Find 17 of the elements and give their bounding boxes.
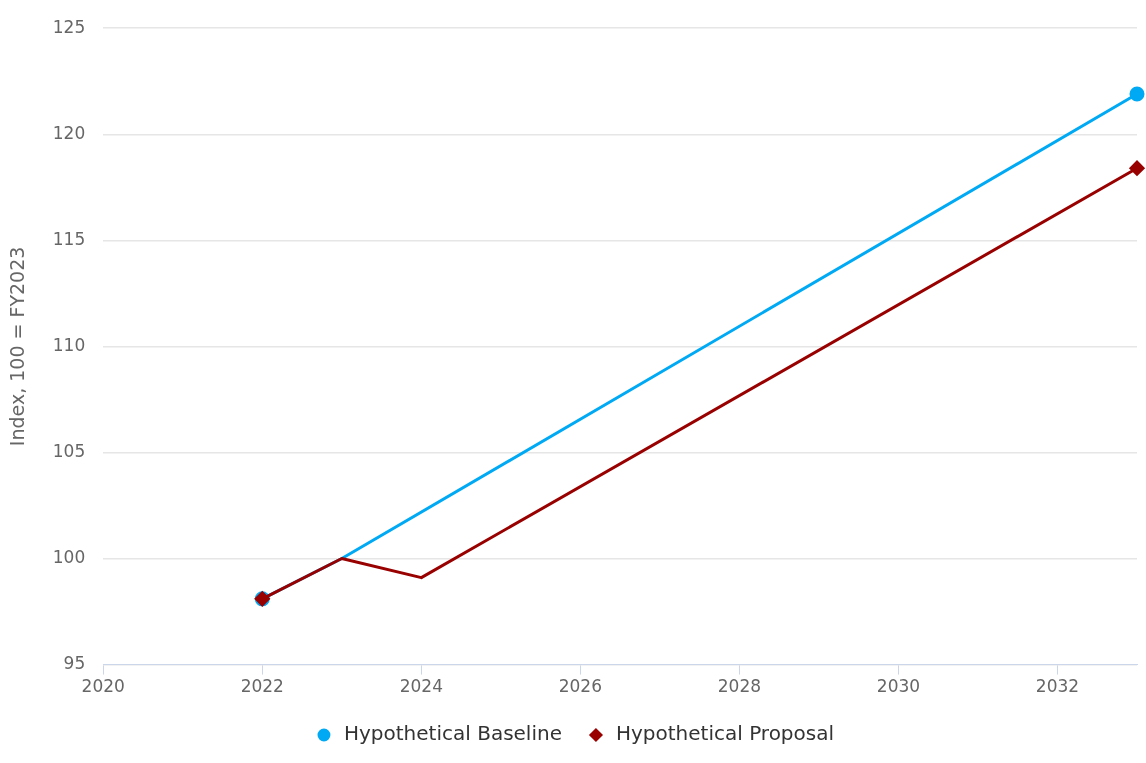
y-tick-label: 105	[52, 440, 86, 461]
x-tick-label: 2032	[1035, 676, 1080, 697]
y-tick-label: 125	[52, 16, 86, 37]
y-axis-title: Index, 100 = FY2023	[6, 246, 29, 447]
legend-label: Hypothetical Proposal	[615, 721, 835, 746]
y-tick-label: 110	[52, 334, 86, 355]
x-tick-label: 2026	[558, 676, 602, 697]
x-tick-label: 2022	[240, 676, 284, 697]
y-tick-label: 115	[52, 228, 86, 249]
x-tick-label: 2028	[717, 676, 762, 697]
x-tick-label: 2030	[876, 676, 921, 697]
x-tick-label: 2020	[81, 676, 125, 697]
legend-label: Hypothetical Baseline	[343, 721, 562, 746]
y-tick-label: 100	[52, 546, 86, 567]
x-tick-label: 2024	[399, 676, 443, 697]
y-tick-label: 120	[52, 122, 86, 143]
y-tick-label: 95	[63, 653, 86, 674]
